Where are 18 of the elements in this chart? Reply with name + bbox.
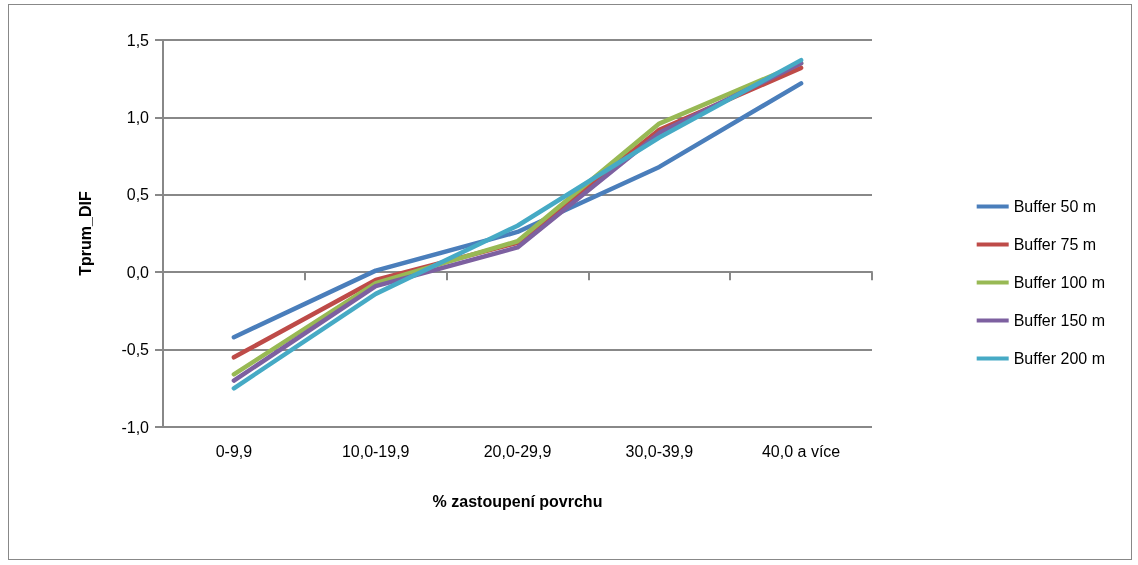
x-tick-label: 40,0 a více <box>761 442 841 460</box>
y-tick-label: -1,0 <box>121 418 150 436</box>
legend-label: Buffer 200 m <box>1013 350 1105 367</box>
y-tick-label: -0,5 <box>121 341 150 359</box>
legend-label: Buffer 100 m <box>1013 274 1105 291</box>
x-tick-label: 10,0-19,9 <box>341 442 410 460</box>
x-tick-label: 0-9,9 <box>215 442 253 460</box>
legend-label: Buffer 50 m <box>1013 198 1097 215</box>
legend-label: Buffer 75 m <box>1013 236 1097 253</box>
legend-label: Buffer 150 m <box>1013 312 1105 329</box>
y-tick-label: 1,0 <box>126 108 150 126</box>
y-axis-title: Tprum_DIF <box>76 191 94 276</box>
y-tick-label: 0,5 <box>126 186 150 204</box>
x-tick-label: 30,0-39,9 <box>625 442 694 460</box>
x-axis-title: % zastoupení povrchu <box>432 492 603 510</box>
y-tick-label: 1,5 <box>126 31 150 49</box>
x-tick-label: 20,0-29,9 <box>483 442 552 460</box>
y-tick-label: 0,0 <box>126 263 150 281</box>
